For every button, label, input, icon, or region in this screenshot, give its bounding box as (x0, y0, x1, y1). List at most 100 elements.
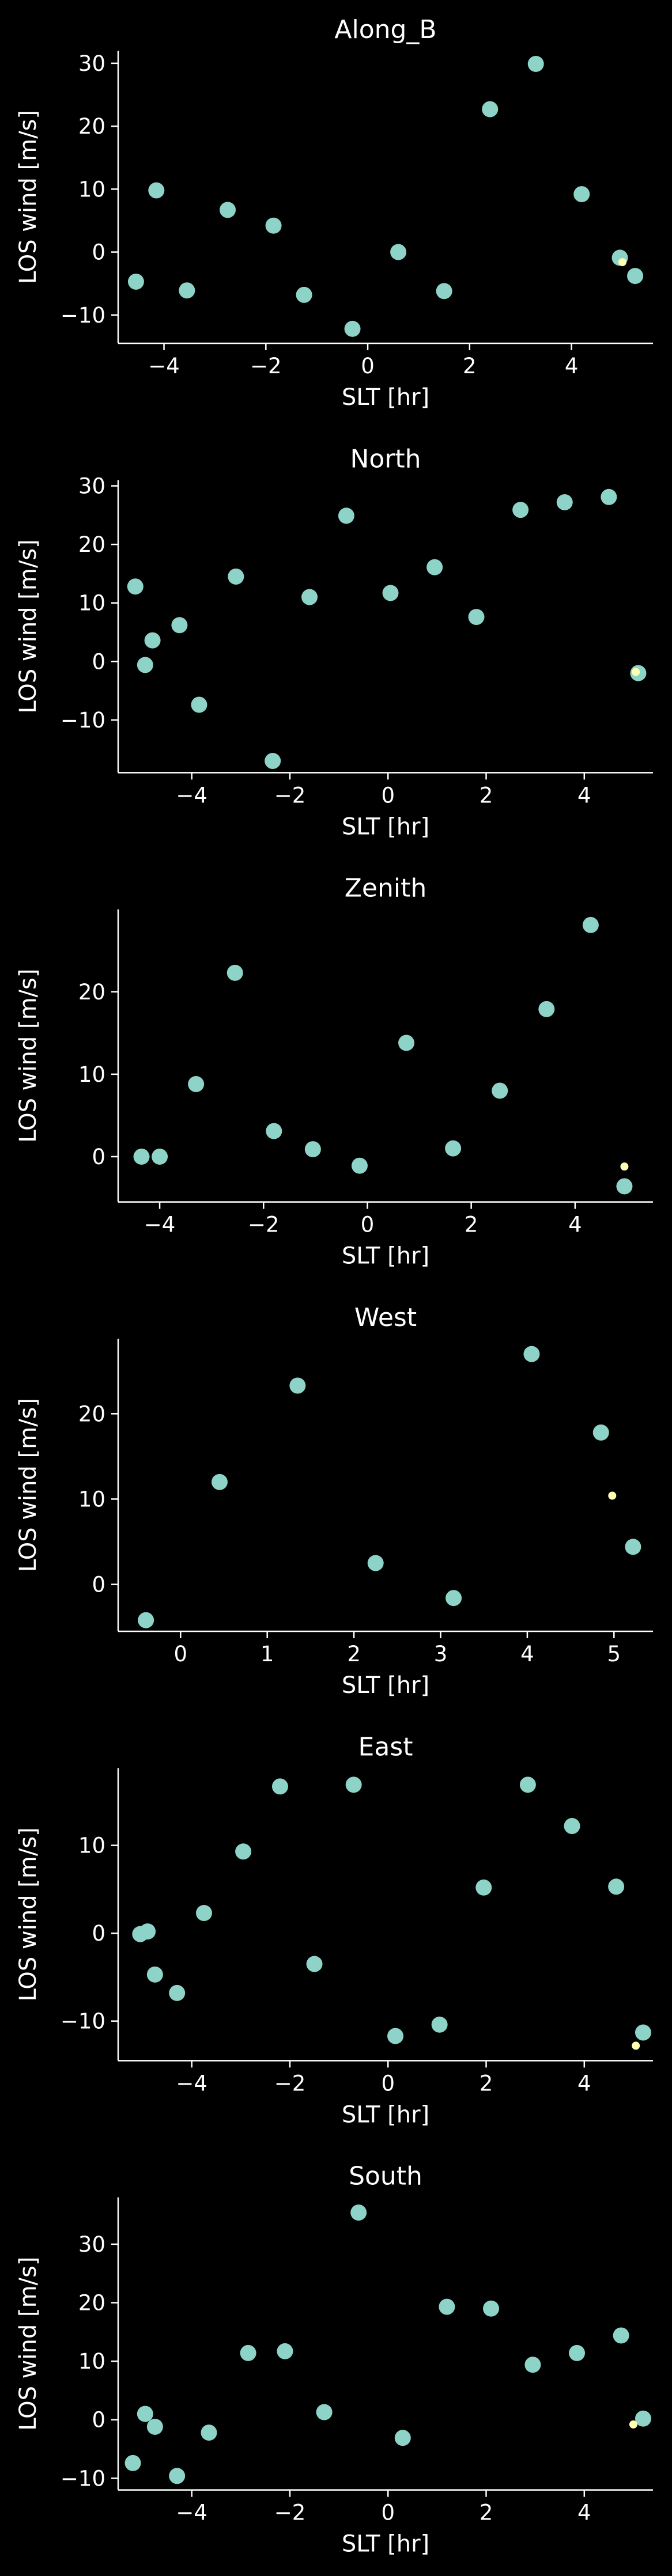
x-tick-label: 4 (565, 354, 579, 378)
data-point (527, 55, 544, 72)
highlight-point (632, 668, 640, 676)
x-tick-label: 4 (568, 1213, 582, 1237)
y-tick-label: 20 (78, 1401, 105, 1426)
data-point (394, 2430, 411, 2446)
data-point (171, 617, 188, 634)
panel-zenith: Zenith −4 −2 0 2 4 0 10 20 SLT [hr] LOS wind [m/s] (15, 874, 653, 1270)
x-tick-label: 5 (607, 1642, 621, 1666)
data-point (436, 283, 452, 300)
x-tick-label: −4 (176, 2071, 207, 2096)
data-point (137, 657, 153, 673)
y-axis-label: LOS wind [m/s] (15, 110, 41, 284)
y-tick-label: 0 (92, 2408, 105, 2433)
x-tick-label: −4 (176, 783, 207, 808)
y-tick-label: 0 (92, 1145, 105, 1169)
y-axis-label: LOS wind [m/s] (15, 1827, 41, 2001)
data-point (179, 282, 195, 299)
data-point (524, 2357, 541, 2373)
y-tick-label: 30 (78, 473, 105, 498)
y-tick-label: 30 (78, 51, 105, 76)
data-point (446, 1590, 462, 1607)
data-point (613, 2327, 629, 2344)
data-point (306, 1956, 323, 1972)
y-tick-label: 20 (78, 532, 105, 557)
y-tick-label: 0 (92, 240, 105, 265)
x-axis-label: SLT [hr] (342, 813, 429, 840)
x-tick-label: 2 (465, 1213, 478, 1237)
data-point (439, 2298, 455, 2315)
x-tick-label: −2 (274, 2501, 306, 2525)
y-tick-label: 20 (78, 2291, 105, 2316)
data-point (137, 2405, 153, 2422)
data-point (382, 585, 399, 601)
data-point (601, 488, 617, 505)
x-tick-label: 1 (261, 1642, 274, 1666)
data-point (235, 1843, 252, 1860)
chart-title: East (358, 1732, 413, 1761)
x-tick-label: −2 (274, 783, 306, 808)
x-tick-label: 0 (361, 1213, 375, 1237)
chart-title: Zenith (345, 874, 426, 903)
data-point (169, 1984, 186, 2001)
data-point (625, 1539, 641, 1555)
data-point (592, 1424, 609, 1441)
y-tick-label: 10 (78, 1487, 105, 1511)
x-tick-label: −4 (144, 1213, 176, 1237)
data-point (445, 1140, 462, 1157)
data-point (345, 1776, 362, 1793)
y-tick-label: 10 (78, 591, 105, 616)
y-tick-label: 20 (78, 114, 105, 139)
x-tick-label: 2 (480, 2501, 493, 2525)
data-point (475, 1879, 492, 1896)
data-point (538, 1001, 555, 1017)
x-tick-label: 4 (520, 1642, 534, 1666)
y-tick-label: 30 (78, 2232, 105, 2257)
data-point (201, 2425, 217, 2441)
y-tick-label: 0 (92, 1921, 105, 1946)
chart-title: North (350, 444, 421, 473)
x-tick-label: 2 (480, 783, 493, 808)
data-point (635, 2024, 651, 2041)
highlight-point (620, 1162, 629, 1171)
x-tick-label: 0 (381, 783, 395, 808)
data-point (124, 2454, 141, 2471)
y-axis-label: LOS wind [m/s] (15, 969, 41, 1143)
highlight-point (618, 258, 626, 267)
data-point (519, 1776, 536, 1793)
x-tick-label: 3 (434, 1642, 448, 1666)
y-tick-label: −10 (61, 303, 105, 328)
x-axis-label: SLT [hr] (342, 2531, 429, 2558)
data-point (127, 273, 144, 290)
data-point (426, 559, 443, 575)
y-tick-label: −10 (61, 708, 105, 733)
y-tick-label: 0 (92, 1573, 105, 1597)
y-tick-label: 10 (78, 1833, 105, 1858)
data-point (191, 696, 207, 713)
data-point (344, 320, 361, 337)
data-point (387, 2028, 404, 2044)
x-axis-label: SLT [hr] (342, 2101, 429, 2128)
x-axis-label: SLT [hr] (342, 384, 429, 411)
data-point (228, 568, 244, 585)
data-point (188, 1076, 205, 1093)
data-point (569, 2344, 586, 2361)
data-point (277, 2343, 293, 2359)
data-point (144, 632, 161, 649)
y-axis-label: LOS wind [m/s] (15, 539, 41, 713)
data-point (296, 286, 312, 303)
data-point (351, 1157, 368, 1174)
data-point (468, 609, 485, 626)
data-point (195, 1905, 212, 1922)
data-point (240, 2344, 256, 2361)
x-tick-label: 2 (480, 2071, 493, 2096)
x-axis-label: SLT [hr] (342, 1672, 429, 1699)
data-point (492, 1082, 508, 1099)
y-tick-label: 10 (78, 2349, 105, 2374)
highlight-point (632, 2041, 640, 2050)
data-point (220, 202, 236, 218)
data-point (265, 217, 282, 234)
data-point (266, 1123, 282, 1139)
data-point (483, 2300, 500, 2317)
y-tick-label: −10 (61, 2009, 105, 2034)
